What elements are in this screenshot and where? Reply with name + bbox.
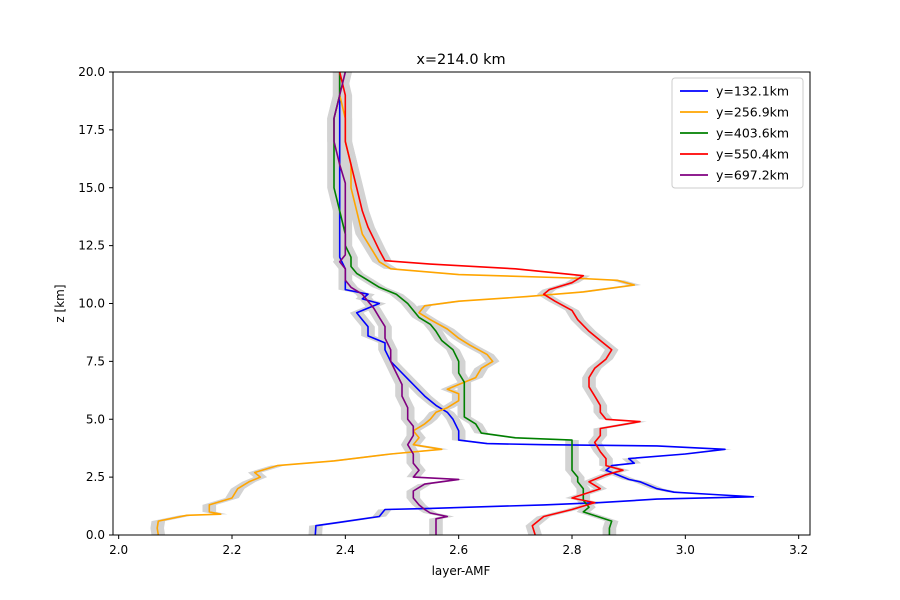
x-tick-label: 2.6 (449, 543, 468, 557)
series-line-3 (338, 71, 641, 536)
y-tick-label: 15.0 (78, 181, 105, 195)
x-axis: 2.0 2.2 2.4 2.6 2.8 3.0 3.2 (109, 535, 808, 557)
chart-title: x=214.0 km (416, 52, 505, 68)
uncertainty-band-2 (327, 72, 619, 535)
series-line-0 (314, 72, 755, 536)
y-tick-label: 5.0 (86, 412, 105, 426)
y-tick-label: 12.5 (78, 239, 105, 253)
x-tick-label: 3.2 (789, 543, 808, 557)
series-line-1 (156, 72, 636, 536)
series-line-4 (333, 71, 460, 535)
x-tick-label: 3.0 (676, 543, 695, 557)
y-tick-label: 20.0 (78, 65, 105, 79)
x-tick-label: 2.4 (336, 543, 355, 557)
x-tick-label: 2.8 (562, 543, 581, 557)
y-tick-label: 17.5 (78, 123, 105, 137)
y-axis-label: z [km] (53, 284, 67, 322)
series-lines (156, 71, 755, 536)
x-tick-label: 2.0 (109, 543, 128, 557)
x-axis-label: layer-AMF (432, 564, 491, 578)
legend-label-2: y=403.6km (716, 126, 789, 141)
y-tick-label: 7.5 (86, 354, 105, 368)
legend: y=132.1km y=256.9km y=403.6km y=550.4km y=69… (671, 77, 804, 189)
uncertainty-bands (150, 72, 761, 535)
y-tick-label: 0.0 (86, 528, 105, 542)
y-axis: 0.0 2.5 5.0 7.5 10.0 12.5 15.0 17.5 20.0 (78, 65, 113, 542)
x-tick-label: 2.2 (222, 543, 241, 557)
y-tick-label: 2.5 (86, 470, 105, 484)
legend-label-0: y=132.1km (716, 84, 789, 99)
y-tick-label: 10.0 (78, 297, 105, 311)
legend-frame (671, 77, 804, 189)
legend-label-3: y=550.4km (716, 147, 789, 162)
legend-label-1: y=256.9km (716, 105, 789, 120)
legend-label-4: y=697.2km (716, 168, 789, 183)
